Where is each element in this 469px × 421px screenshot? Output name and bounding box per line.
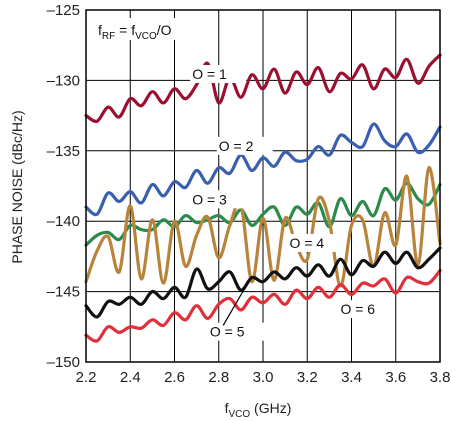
series-line-o5: [84, 246, 442, 319]
series-line-o2: [84, 122, 442, 217]
x-tick-label: 3.4: [341, 369, 362, 386]
series-line-o4: [84, 166, 442, 288]
line-label-o3: O = 3: [192, 191, 227, 207]
line-label-bg: [338, 300, 395, 319]
line-labels: O = 1 O = 2 O = 3 O = 4 O = 5 O = 6: [190, 64, 395, 341]
line-label-o5: O = 5: [210, 324, 245, 340]
series-layer: [84, 53, 442, 343]
x-tick-labels: 2.2 2.4 2.6 2.8 3.0 3.2 3.4 3.6 3.8: [76, 369, 451, 386]
y-tick-label: –145: [47, 284, 80, 301]
y-tick-label: –130: [47, 72, 80, 89]
line-label-bg: [190, 64, 247, 83]
line-label-bg: [287, 233, 344, 252]
leader-line-o5: [222, 287, 246, 326]
line-label-bg: [190, 190, 247, 209]
series-line-o3: [84, 181, 442, 247]
annotation-box: [94, 18, 198, 40]
x-tick-label: 2.6: [164, 369, 185, 386]
x-tick-label: 3.0: [253, 369, 274, 386]
line-label-bg: [207, 322, 264, 341]
y-tick-labels: –125 –130 –135 –140 –145 –150: [47, 2, 80, 371]
x-tick-label: 3.6: [385, 369, 406, 386]
y-tick-label: –150: [47, 354, 80, 371]
y-tick-label: –125: [47, 2, 80, 19]
annotation-text: fRF = fVCO/O: [98, 22, 172, 42]
line-label-o2: O = 2: [219, 138, 254, 154]
x-tick-label: 2.4: [120, 369, 141, 386]
series-line-o6: [84, 268, 442, 343]
y-tick-label: –135: [47, 143, 80, 160]
x-tick-label: 2.8: [208, 369, 229, 386]
line-label-bg: [216, 136, 273, 155]
line-label-o1: O = 1: [192, 66, 227, 82]
plot-frame: [85, 9, 441, 363]
x-axis-label: fVCO (GHz): [225, 400, 292, 420]
x-tick-label: 3.2: [297, 369, 318, 386]
y-tick-label: –140: [47, 213, 80, 230]
series-line-o1: [84, 53, 442, 123]
x-tick-label: 3.8: [430, 369, 451, 386]
y-axis-label: PHASE NOISE (dBc/Hz): [9, 110, 25, 263]
line-label-o6: O = 6: [340, 301, 375, 317]
x-tick-label: 2.2: [76, 369, 97, 386]
line-label-o4: O = 4: [290, 235, 325, 251]
